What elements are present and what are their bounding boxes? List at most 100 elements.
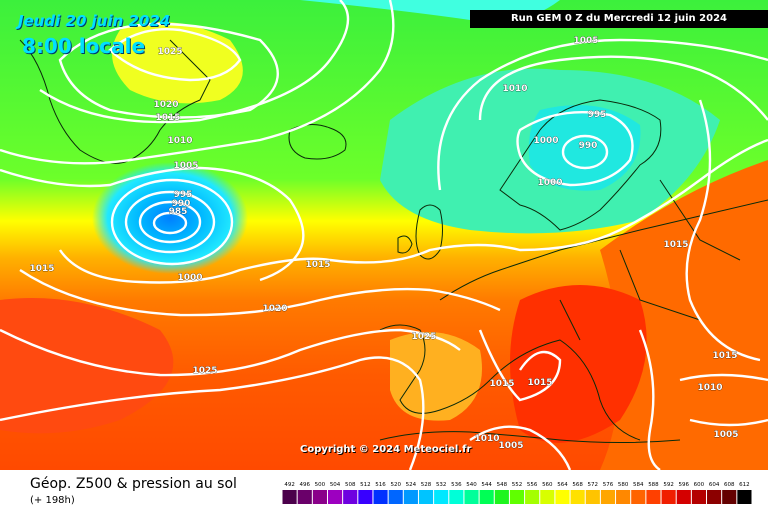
legend-tick-label: 564	[557, 482, 568, 488]
legend-swatch	[600, 490, 616, 504]
legend-swatch	[555, 490, 570, 504]
run-info: Run GEM 0 Z du Mercredi 12 juin 2024	[470, 10, 768, 28]
isobar-line	[0, 328, 461, 377]
isobar-label: 1025	[157, 47, 182, 57]
legend-tick-label: 604	[709, 482, 720, 488]
legend-swatch	[343, 490, 358, 504]
isobar-label: 1000	[177, 273, 202, 283]
field-iberia-orange	[390, 332, 482, 421]
legend-tick-label: 544	[481, 482, 492, 488]
legend-tick-label: 512	[360, 482, 371, 488]
isobar-lines	[0, 0, 768, 470]
isobar-line	[39, 0, 350, 124]
isobar-line	[478, 55, 768, 121]
scandinavia-coast	[499, 99, 662, 231]
color-scale-legend: 492 496 500 504 508 512 516 520 524 528 532 536 540 5…	[282, 482, 752, 504]
isobar-labels: 1025102010151010100599599098510001015101…	[29, 36, 739, 452]
isobar-label: 995	[174, 190, 193, 200]
legend-tick-label: 492	[284, 482, 295, 488]
legend-tick-label: 496	[299, 482, 310, 488]
isobar-label: 1015	[489, 379, 514, 389]
copyright-notice: Copyright © 2024 Meteociel.fr	[300, 444, 472, 455]
isobar-label: 1005	[173, 161, 198, 171]
field-scandinavia-low	[528, 105, 641, 191]
isobar-label: 1000	[537, 178, 562, 188]
legend-swatch	[479, 490, 494, 504]
legend-swatch	[646, 490, 661, 504]
legend-swatch	[464, 490, 479, 504]
isobar-line	[110, 178, 234, 266]
parameter-title: Géop. Z500 & pression au sol	[30, 476, 237, 492]
isobar-label: 1015	[527, 378, 552, 388]
isobar-line	[561, 134, 609, 170]
legend-tick-label: 592	[663, 482, 674, 488]
isobar-line	[58, 22, 279, 119]
isobar-label: 1005	[498, 441, 523, 451]
isobar-label: 1015	[663, 240, 688, 250]
field-atlantic-red	[0, 298, 174, 434]
legend-tick-label: 560	[542, 482, 553, 488]
legend-swatch	[449, 490, 464, 504]
isobar-label: 1015	[305, 260, 330, 270]
isobar-label: 1025	[192, 366, 217, 376]
north-africa-coast	[379, 431, 681, 443]
legend-tick-label: 520	[390, 482, 401, 488]
field-nw-yellow	[112, 22, 243, 104]
lead-time: (+ 198h)	[30, 495, 75, 506]
legend-tick-label: 600	[694, 482, 705, 488]
legend-swatch	[327, 490, 343, 504]
isobar-label: 1010	[502, 84, 527, 94]
legend-swatch	[418, 490, 434, 504]
isobar-label: 1010	[167, 136, 192, 146]
legend-swatch	[616, 490, 631, 504]
legend-tick-label: 596	[679, 482, 690, 488]
legend-swatch	[570, 490, 585, 504]
isobar-line	[138, 200, 202, 244]
legend-swatch	[661, 490, 676, 504]
legend-tick-label: 548	[497, 482, 508, 488]
legend-swatch	[722, 490, 737, 504]
legend-tick-label: 568	[572, 482, 583, 488]
isobar-label: 1015	[155, 113, 180, 123]
isobar-line	[679, 373, 768, 427]
isobar-line	[152, 211, 188, 235]
legend-swatch	[737, 490, 752, 504]
valid-date: Jeudi 20 juin 2024	[18, 12, 171, 30]
legend-swatch	[691, 490, 707, 504]
legend-swatch	[434, 490, 449, 504]
isobar-line	[469, 425, 572, 470]
isobar-label: 1025	[411, 332, 436, 342]
legend-tick-label: 588	[648, 482, 659, 488]
legend-tick-label: 532	[436, 482, 447, 488]
field-mediterranean-hot	[510, 285, 647, 443]
isobar-label: 1005	[713, 430, 738, 440]
isobar-label: 1000	[533, 136, 558, 146]
iceland-coast	[288, 124, 347, 160]
legend-swatch	[358, 490, 373, 504]
legend-tick-label: 500	[315, 482, 326, 488]
legend-swatch	[707, 490, 722, 504]
legend-tick-label: 608	[724, 482, 735, 488]
legend-swatch	[403, 490, 418, 504]
legend-tick-label: 540	[466, 482, 477, 488]
isobar-line	[19, 269, 501, 317]
continental-coast	[379, 199, 768, 441]
isobar-line	[638, 329, 661, 470]
isobar-line	[685, 99, 761, 362]
isobar-label: 1015	[712, 351, 737, 361]
legend-swatch	[509, 490, 525, 504]
isobar-label: 995	[588, 110, 607, 120]
legend-swatch	[282, 490, 297, 504]
isobar-line	[0, 0, 395, 165]
legend-tick-label: 556	[527, 482, 538, 488]
legend-swatch	[631, 490, 646, 504]
field-atlantic-low	[92, 162, 248, 274]
isobar-line	[0, 356, 425, 470]
isobar-label: 1010	[697, 383, 722, 393]
legend-swatch	[525, 490, 540, 504]
legend-tick-label: 580	[618, 482, 629, 488]
isobar-line	[437, 38, 768, 191]
isobar-line	[516, 110, 634, 187]
legend-swatch	[297, 490, 312, 504]
